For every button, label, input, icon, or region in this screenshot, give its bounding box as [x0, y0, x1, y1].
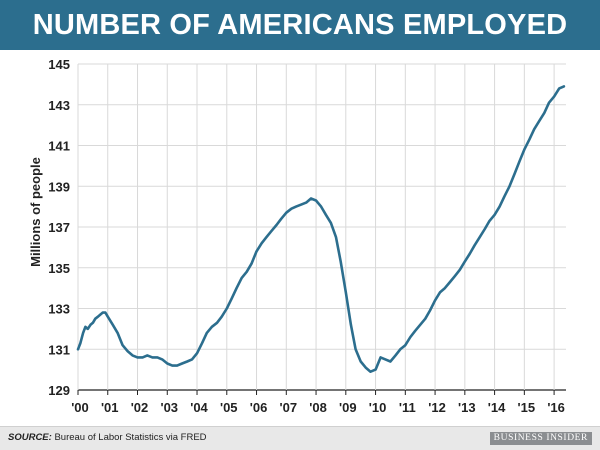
x-tick-label: '00: [71, 400, 89, 415]
x-tick-label: '15: [518, 400, 536, 415]
y-tick-label: 131: [48, 342, 70, 357]
source-text: Bureau of Labor Statistics via FRED: [51, 432, 207, 443]
x-tick-label: '03: [160, 400, 178, 415]
grid-layer: [77, 63, 566, 395]
title-bar: NUMBER OF AMERICANS EMPLOYED: [0, 0, 600, 50]
chart-area: 129 131 133 135 137 139 141 143 145 '00 '01 '02 '03…: [0, 50, 600, 426]
source-note: SOURCE: Bureau of Labor Statistics via F…: [8, 432, 207, 443]
series-layer: [76, 85, 566, 374]
y-tick-label: 135: [48, 261, 70, 276]
x-tick-label: '14: [488, 400, 506, 415]
business-insider-logo: BUSINESS INSIDER: [489, 432, 592, 445]
x-tick-label: '04: [190, 400, 208, 415]
y-tick-labels: 129 131 133 135 137 139 141 143 145: [48, 57, 70, 398]
y-tick-label: 129: [48, 383, 70, 398]
y-tick-label: 133: [48, 302, 70, 317]
y-tick-label: 143: [48, 98, 70, 113]
x-tick-labels: '00 '01 '02 '03 '04 '05 '06 '07 '08 '09 '10 '11 '12 '…: [71, 400, 565, 415]
source-prefix: SOURCE:: [8, 432, 52, 443]
x-tick-label: '06: [250, 400, 268, 415]
x-tick-label: '01: [101, 400, 119, 415]
x-tick-label: '07: [280, 400, 298, 415]
y-tick-label: 137: [48, 220, 70, 235]
x-tick-label: '10: [369, 400, 387, 415]
chart-title: NUMBER OF AMERICANS EMPLOYED: [32, 8, 568, 41]
x-tick-label: '09: [339, 400, 357, 415]
x-tick-label: '13: [458, 400, 476, 415]
x-tick-label: '12: [428, 400, 446, 415]
x-tick-label: '02: [131, 400, 149, 415]
x-tick-label: '05: [220, 400, 238, 415]
y-tick-label: 141: [48, 139, 70, 154]
x-tick-label: '11: [399, 400, 416, 415]
employment-line-chart: 129 131 133 135 137 139 141 143 145 '00 '01 '02 '03…: [28, 57, 566, 415]
y-axis-title: Millions of people: [28, 157, 43, 267]
series-line-employed: [76, 85, 566, 374]
y-tick-label: 145: [48, 57, 70, 72]
x-tick-label: '08: [309, 400, 327, 415]
x-tick-label: '16: [547, 400, 565, 415]
y-tick-label: 139: [48, 179, 70, 194]
footer: SOURCE: Bureau of Labor Statistics via F…: [0, 426, 600, 450]
